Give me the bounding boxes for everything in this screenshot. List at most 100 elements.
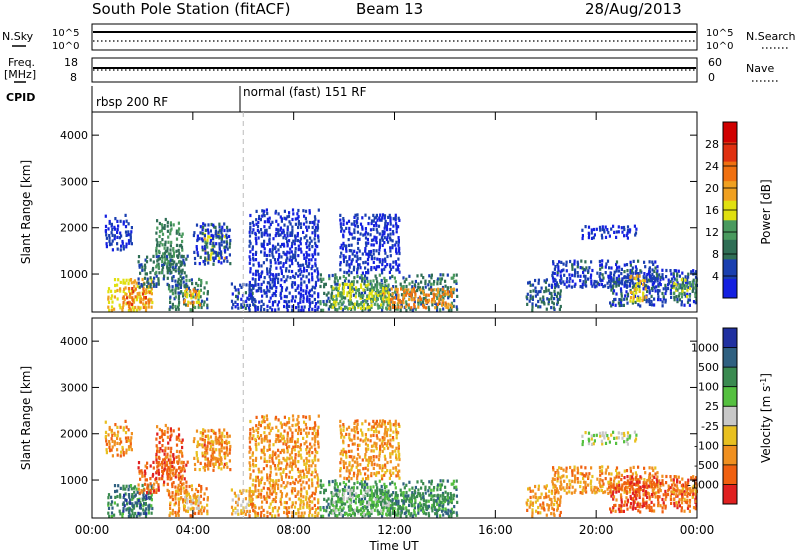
data-cell bbox=[132, 308, 135, 312]
data-cell bbox=[328, 274, 331, 278]
data-cell bbox=[623, 275, 626, 279]
data-cell bbox=[139, 300, 142, 304]
data-cell bbox=[368, 307, 372, 311]
data-cell bbox=[124, 436, 128, 440]
data-cell bbox=[209, 435, 212, 439]
data-cell bbox=[370, 498, 373, 502]
data-cell bbox=[422, 495, 425, 499]
data-cell bbox=[349, 498, 352, 502]
data-cell bbox=[210, 252, 213, 256]
data-cell bbox=[207, 460, 210, 464]
data-cell bbox=[304, 415, 308, 419]
data-cell bbox=[299, 297, 302, 301]
data-cell bbox=[107, 305, 110, 309]
data-cell bbox=[651, 260, 654, 264]
data-cell bbox=[547, 299, 550, 303]
data-cell bbox=[314, 511, 317, 515]
data-cell bbox=[636, 284, 640, 288]
data-cell bbox=[271, 293, 274, 298]
data-cell bbox=[680, 291, 683, 296]
data-cell bbox=[144, 471, 147, 476]
data-cell bbox=[307, 471, 310, 475]
data-cell bbox=[618, 303, 621, 308]
power-x-axis bbox=[91, 112, 698, 312]
data-cell bbox=[120, 244, 123, 248]
data-cell bbox=[266, 281, 269, 285]
data-cell bbox=[382, 297, 385, 301]
data-cell bbox=[439, 281, 442, 285]
data-cell bbox=[347, 238, 350, 242]
data-cell bbox=[589, 276, 592, 280]
data-cell bbox=[108, 425, 111, 430]
data-cell bbox=[250, 494, 253, 498]
data-cell bbox=[198, 443, 201, 447]
data-cell bbox=[269, 492, 272, 496]
data-cell bbox=[262, 261, 265, 265]
data-cell bbox=[288, 304, 291, 308]
data-cell bbox=[146, 285, 149, 289]
data-cell bbox=[289, 428, 292, 432]
freq-right-tick-top: 60 bbox=[708, 56, 722, 69]
data-cell bbox=[254, 479, 258, 483]
data-cell bbox=[345, 221, 349, 225]
data-cell bbox=[269, 277, 272, 282]
data-cell bbox=[560, 260, 563, 264]
colorbar-tick-label: 12 bbox=[705, 226, 719, 239]
data-cell bbox=[314, 233, 317, 237]
data-cell bbox=[398, 251, 401, 256]
data-cell bbox=[455, 281, 458, 285]
data-cell bbox=[269, 306, 272, 310]
data-cell bbox=[169, 305, 172, 309]
data-cell bbox=[260, 510, 263, 515]
data-cell bbox=[178, 232, 181, 236]
data-cell bbox=[553, 292, 556, 296]
data-cell bbox=[128, 289, 131, 293]
data-cell bbox=[201, 228, 204, 232]
data-cell bbox=[378, 248, 381, 252]
data-cell bbox=[356, 419, 359, 423]
data-cell bbox=[650, 299, 653, 304]
data-cell bbox=[365, 449, 368, 453]
data-cell bbox=[380, 502, 383, 507]
data-cell bbox=[254, 258, 258, 262]
data-cell bbox=[376, 297, 379, 301]
data-cell bbox=[305, 259, 308, 263]
data-cell bbox=[310, 239, 313, 243]
data-cell bbox=[385, 286, 388, 291]
data-cell bbox=[378, 293, 381, 297]
data-cell bbox=[347, 269, 351, 273]
data-cell bbox=[449, 290, 453, 294]
data-cell bbox=[291, 436, 294, 441]
data-cell bbox=[378, 438, 381, 442]
data-cell bbox=[394, 260, 397, 264]
data-cell bbox=[314, 248, 317, 252]
data-cell bbox=[169, 268, 172, 272]
data-cell bbox=[178, 458, 181, 462]
data-cell bbox=[364, 442, 368, 446]
data-cell bbox=[249, 464, 252, 468]
data-cell bbox=[206, 228, 209, 232]
data-cell bbox=[452, 482, 455, 486]
data-cell bbox=[181, 248, 184, 252]
data-cell bbox=[220, 456, 223, 460]
data-cell bbox=[252, 469, 255, 473]
data-cell bbox=[297, 274, 300, 278]
noise-panel: N.Sky 10^5 10^0 10^5 10^0 N.Search bbox=[2, 23, 796, 52]
data-cell bbox=[396, 513, 399, 517]
data-cell bbox=[370, 474, 373, 478]
data-cell bbox=[438, 500, 441, 504]
data-cell bbox=[290, 451, 293, 455]
data-cell bbox=[246, 509, 249, 513]
data-cell bbox=[310, 464, 313, 468]
data-cell bbox=[288, 457, 291, 461]
data-cell bbox=[365, 490, 368, 494]
data-cell bbox=[170, 476, 173, 480]
data-cell bbox=[345, 488, 348, 492]
data-cell bbox=[147, 305, 150, 309]
data-cell bbox=[300, 514, 303, 519]
data-cell bbox=[319, 479, 322, 483]
data-cell bbox=[380, 499, 384, 503]
data-cell bbox=[364, 433, 367, 437]
data-cell bbox=[389, 227, 392, 232]
data-cell bbox=[265, 228, 268, 232]
